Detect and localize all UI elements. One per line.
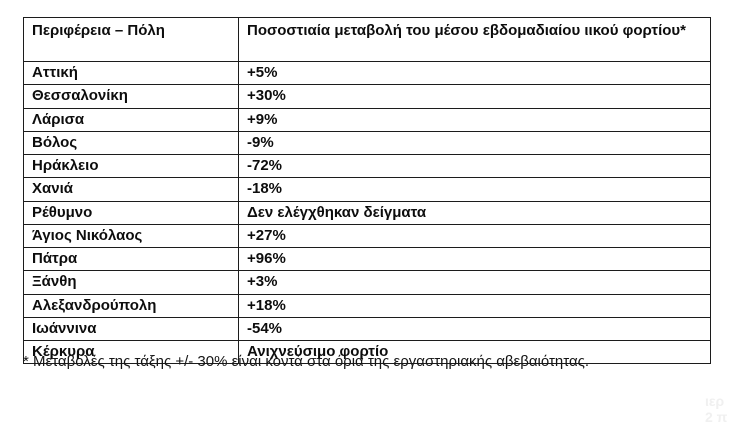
region-cell: Ρέθυμνο <box>23 200 239 225</box>
table-row: Ξάνθη +3% <box>23 270 711 295</box>
table-row: Θεσσαλονίκη +30% <box>23 84 711 109</box>
region-cell: Θεσσαλονίκη <box>23 84 239 109</box>
region-cell: Κέρκυρα <box>23 339 239 365</box>
change-cell: -72% <box>238 153 711 179</box>
table-row: Αττική +5% <box>23 60 711 86</box>
change-cell: -54% <box>238 316 711 342</box>
change-cell: +9% <box>238 107 711 132</box>
table-header-row: Περιφέρεια – Πόλη Ποσοστιαία μεταβολή το… <box>23 17 711 62</box>
change-cell: Δεν ελέγχθηκαν δείγματα <box>238 200 711 225</box>
region-cell: Βόλος <box>23 130 239 156</box>
change-cell: +27% <box>238 223 711 249</box>
region-cell: Πάτρα <box>23 246 239 272</box>
change-cell: +3% <box>238 270 711 295</box>
region-cell: Άγιος Νικόλαος <box>23 223 239 249</box>
table-row: Άγιος Νικόλαος +27% <box>23 223 711 249</box>
table-row: Αλεξανδρούπολη +18% <box>23 293 711 318</box>
change-cell: -18% <box>238 177 711 202</box>
region-cell: Αττική <box>23 60 239 86</box>
change-cell: -9% <box>238 130 711 156</box>
column-header-change: Ποσοστιαία μεταβολή του μέσου εβδομαδιαί… <box>238 17 711 62</box>
region-cell: Λάρισα <box>23 107 239 132</box>
column-header-region: Περιφέρεια – Πόλη <box>23 17 239 62</box>
table-footnote: * Μεταβολές της τάξης +/- 30% είναι κοντ… <box>23 353 590 370</box>
table-row: Ιωάννινα -54% <box>23 316 711 342</box>
table-row: Λάρισα +9% <box>23 107 711 132</box>
viral-load-table: Περιφέρεια – Πόλη Ποσοστιαία μεταβολή το… <box>23 17 711 365</box>
change-cell: +96% <box>238 246 711 272</box>
table-row: Χανιά -18% <box>23 177 711 202</box>
faint-watermark-line1: ιερ <box>705 393 725 409</box>
change-cell: +18% <box>238 293 711 318</box>
table-row: Ηράκλειο -72% <box>23 153 711 179</box>
faint-watermark-text: ιερ 2 π <box>705 393 734 425</box>
change-cell: +30% <box>238 84 711 109</box>
region-cell: Ηράκλειο <box>23 153 239 179</box>
table-row: Κέρκυρα Ανιχνεύσιμο φορτίο <box>23 339 711 365</box>
region-cell: Ξάνθη <box>23 270 239 295</box>
region-cell: Ιωάννινα <box>23 316 239 342</box>
change-cell: Ανιχνεύσιμο φορτίο <box>238 339 711 365</box>
region-cell: Αλεξανδρούπολη <box>23 293 239 318</box>
table-row: Βόλος -9% <box>23 130 711 156</box>
region-cell: Χανιά <box>23 177 239 202</box>
table-row: Πάτρα +96% <box>23 246 711 272</box>
change-cell: +5% <box>238 60 711 86</box>
table-row: Ρέθυμνο Δεν ελέγχθηκαν δείγματα <box>23 200 711 225</box>
faint-watermark-line2: 2 π <box>705 409 728 425</box>
